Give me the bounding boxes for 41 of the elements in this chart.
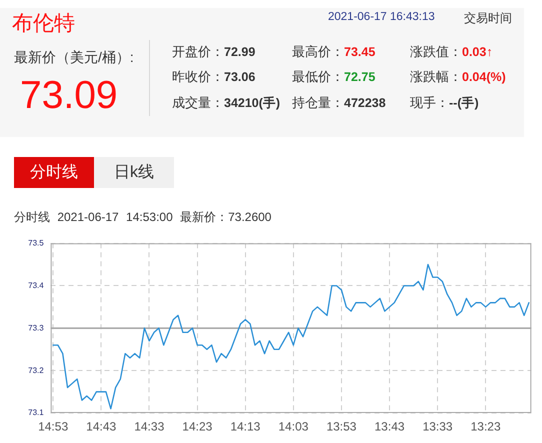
x-tick-label: 14:33 (134, 420, 165, 434)
text: 涨跌幅： (410, 68, 462, 84)
x-tick-label: 13:53 (326, 420, 357, 434)
text: 72.99 (224, 45, 256, 59)
x-tick-label: 13:43 (374, 420, 405, 434)
x-tick-label: 14:23 (182, 420, 213, 434)
text: 0.04(%) (462, 70, 506, 84)
x-tick-label: 14:53 (38, 420, 68, 434)
text: 2021-06-17 16:43:13 (328, 11, 435, 24)
y-tick-label: 73.2 (28, 366, 44, 375)
text: 布伦特 (12, 12, 75, 35)
x-tick-label: 14:03 (278, 420, 309, 434)
x-tick-label: 13:33 (422, 420, 453, 434)
y-tick-label: 73.5 (28, 238, 44, 248)
text: 开盘价： (172, 44, 224, 59)
text: 73.45 (344, 45, 376, 59)
text: 472238 (344, 96, 386, 110)
x-tick-label: 13:23 (470, 420, 501, 434)
text: 现手： (410, 95, 449, 110)
text: 72.75 (344, 70, 376, 84)
text: 持仓量： (292, 95, 344, 110)
text: 34210(手) (224, 96, 280, 110)
text: 最低价： (292, 68, 344, 84)
text: 涨跌值： (410, 44, 462, 59)
text: 昨收价： (172, 68, 224, 84)
tab-button: 日k线 (94, 157, 174, 188)
text: 最新价（美元/桶）: (14, 49, 134, 65)
y-tick-label: 73.4 (28, 280, 44, 290)
text: 0.03↑ (462, 45, 493, 59)
y-tick-label: 73.3 (28, 323, 44, 332)
text: 交易时间 (464, 11, 512, 25)
x-tick-label: 14:13 (230, 420, 261, 434)
text: 最高价： (292, 44, 344, 59)
x-tick-label: 14:43 (86, 420, 117, 434)
text: 73.06 (224, 70, 256, 84)
text: 73.09 (20, 74, 118, 117)
y-tick-label: 73.1 (28, 408, 44, 418)
chart-title: 分时线 2021-06-17 14:53:00 最新价：73.2600 (14, 210, 272, 224)
tab-button: 分时线 (14, 157, 94, 188)
text: --(手) (449, 96, 479, 110)
text: 成交量： (172, 95, 224, 110)
